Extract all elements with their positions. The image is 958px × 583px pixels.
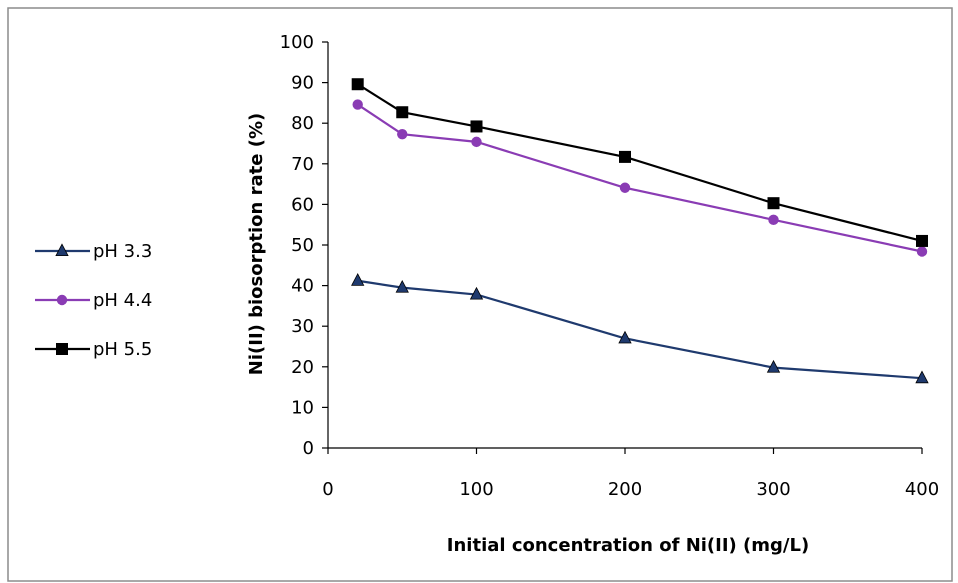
data-point <box>620 183 630 193</box>
y-tick-label: 20 <box>291 357 314 378</box>
y-tick-label: 30 <box>291 316 314 337</box>
x-tick-label: 200 <box>608 479 642 500</box>
y-tick-label: 40 <box>291 276 314 297</box>
y-tick-label: 90 <box>291 73 314 94</box>
y-tick-label: 50 <box>291 235 314 256</box>
data-point <box>353 99 363 109</box>
legend-marker <box>57 295 67 305</box>
data-point <box>768 215 778 225</box>
y-tick-label: 60 <box>291 194 314 215</box>
data-point <box>471 137 481 147</box>
x-tick-label: 300 <box>756 479 790 500</box>
y-tick-label: 100 <box>280 32 314 53</box>
legend-label: pH 5.5 <box>93 339 152 360</box>
data-point <box>352 78 364 90</box>
legend-label: pH 3.3 <box>93 241 152 262</box>
data-point <box>397 129 407 139</box>
data-point <box>916 235 928 247</box>
y-tick-label: 10 <box>291 397 314 418</box>
data-point <box>768 197 780 209</box>
y-tick-label: 80 <box>291 113 314 134</box>
data-point <box>396 106 408 118</box>
data-point <box>471 120 483 132</box>
x-tick-label: 100 <box>459 479 493 500</box>
data-point <box>619 151 631 163</box>
y-tick-label: 0 <box>303 438 314 459</box>
x-tick-label: 400 <box>905 479 939 500</box>
x-tick-label: 0 <box>322 479 333 500</box>
legend-marker <box>56 343 68 355</box>
y-axis-title: Ni(II) biosorption rate (%) <box>246 113 267 375</box>
data-point <box>917 246 927 256</box>
y-tick-label: 70 <box>291 154 314 175</box>
x-axis-title: Initial concentration of Ni(II) (mg/L) <box>447 535 809 556</box>
legend-label: pH 4.4 <box>93 290 152 311</box>
